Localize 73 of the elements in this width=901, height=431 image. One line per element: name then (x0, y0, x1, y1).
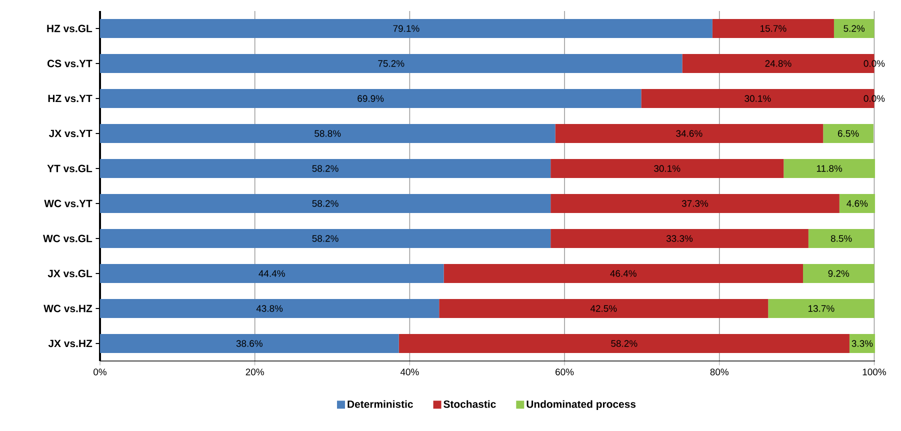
data-label: 43.8% (256, 305, 283, 312)
y-tick-label: WC vs.YT (44, 200, 92, 208)
bar (444, 264, 804, 284)
x-tick-label: 20% (246, 368, 264, 376)
bar (555, 124, 824, 143)
bar (100, 299, 440, 318)
bar (100, 229, 551, 248)
data-label: 30.1% (744, 95, 771, 102)
data-label: 58.2% (611, 340, 638, 347)
data-label: 4.6% (846, 200, 868, 207)
data-label: 46.4% (610, 270, 636, 277)
bar (100, 124, 556, 143)
bar (439, 299, 768, 318)
bar (100, 264, 444, 284)
bar (808, 229, 874, 248)
y-tick-label: HZ vs.GL (47, 24, 92, 32)
bar (839, 194, 876, 213)
legend-label: Undominated process (526, 400, 636, 410)
data-label: 3.3% (852, 340, 873, 347)
legend-label: Deterministic (348, 400, 413, 408)
bar (100, 88, 642, 108)
bar (823, 124, 874, 143)
bar (100, 334, 399, 354)
y-tick-label: CS vs.YT (47, 60, 92, 68)
y-tick-label: WC vs.HZ (44, 304, 92, 312)
data-label: 11.8% (816, 165, 842, 172)
x-tick-label: 40% (400, 368, 419, 376)
data-label: 30.1% (654, 165, 680, 172)
bar (100, 159, 551, 178)
data-label: 37.3% (682, 200, 708, 207)
bar (550, 194, 840, 213)
x-tick-label: 80% (710, 368, 729, 376)
bar (834, 18, 874, 38)
bar (100, 194, 551, 213)
y-tick-label: WC vs.GL (43, 234, 92, 242)
bar (100, 18, 712, 38)
bar (100, 54, 682, 73)
data-label: 24.8% (765, 60, 792, 67)
data-label: 38.6% (236, 340, 263, 347)
bar (712, 18, 834, 38)
x-tick-label: 100% (862, 368, 886, 376)
bar (398, 334, 850, 354)
data-label: 79.1% (393, 25, 420, 32)
bar (550, 229, 808, 248)
y-tick-label: JX vs.HZ (48, 340, 92, 348)
data-label: 9.2% (828, 270, 850, 277)
y-tick-label: YT vs.GL (47, 164, 92, 172)
data-label: 58.8% (314, 130, 341, 137)
data-label: 58.2% (312, 200, 338, 207)
data-label: 8.5% (830, 235, 852, 242)
data-label: 44.4% (258, 270, 285, 277)
bar (550, 159, 784, 178)
data-label: 34.6% (676, 130, 702, 137)
data-label: 6.5% (838, 130, 859, 137)
data-label: 58.2% (312, 235, 338, 242)
y-tick-label: HZ vs.YT (48, 94, 92, 102)
data-label: 33.3% (666, 235, 693, 242)
x-tick-label: 60% (556, 368, 574, 376)
bar (768, 299, 874, 318)
bar (784, 159, 876, 178)
data-label: 75.2% (378, 60, 404, 67)
data-label: 5.2% (844, 25, 865, 32)
y-tick-label: JX vs.GL (48, 270, 92, 278)
data-label: 58.2% (312, 165, 338, 172)
data-label: 13.7% (808, 305, 834, 312)
bar (803, 264, 874, 284)
bar (849, 334, 876, 354)
data-label: 69.9% (358, 95, 384, 102)
data-label: 42.5% (590, 305, 617, 312)
x-tick-label: 0% (94, 368, 107, 376)
y-tick-label: JX vs.YT (48, 130, 92, 138)
legend-label: Stochastic (444, 400, 496, 408)
data-label: 15.7% (760, 25, 786, 32)
